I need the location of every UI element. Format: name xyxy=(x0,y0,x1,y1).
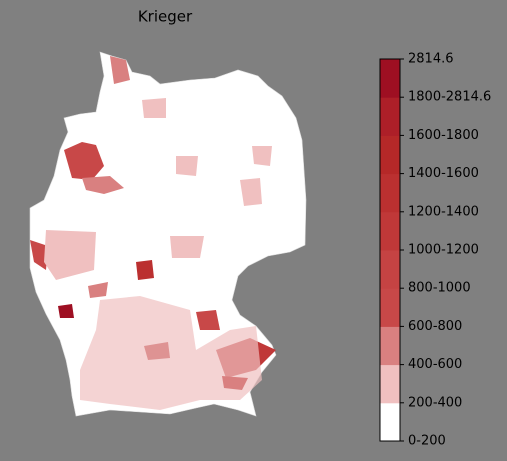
map-title: Krieger xyxy=(138,8,193,26)
colorbar-tick-label: 400-600 xyxy=(408,357,462,372)
district-low xyxy=(170,236,204,258)
district-high xyxy=(30,240,48,270)
colorbar-tick-label: 0-200 xyxy=(408,434,446,449)
district-low xyxy=(252,146,272,166)
colorbar-tick-label: 1000-1200 xyxy=(408,243,479,258)
colorbar-tick-label: 2814.6 xyxy=(408,52,454,67)
colorbar-tick-label: 200-400 xyxy=(408,395,462,410)
colorbar-tick-label: 800-1000 xyxy=(408,281,471,296)
district-low xyxy=(44,230,96,280)
district-high xyxy=(196,310,220,330)
colorbar-tick-label: 1600-1800 xyxy=(408,128,479,143)
colorbar: 0-200 200-400 400-600 600-800 800-1000 1000-1… xyxy=(379,52,491,449)
district-low xyxy=(80,296,262,410)
district-high xyxy=(136,260,154,280)
district-low xyxy=(176,156,198,176)
colorbar-segment xyxy=(380,326,400,366)
colorbar-segment xyxy=(380,288,400,327)
colorbar-tick-label: 600-800 xyxy=(408,319,462,334)
colorbar-segment xyxy=(380,364,400,404)
colorbar-segment xyxy=(380,250,400,289)
district-mid xyxy=(110,56,130,84)
colorbar-tick-label: 1800-2814.6 xyxy=(408,90,491,105)
district-low xyxy=(240,178,262,206)
germany-map xyxy=(29,51,307,417)
colorbar-segment xyxy=(380,173,400,213)
colorbar-segment xyxy=(380,97,400,136)
district-mid xyxy=(222,376,248,390)
colorbar-tick-label: 1400-1600 xyxy=(408,166,479,181)
district-mid xyxy=(82,176,124,194)
colorbar-tick-label: 1200-1400 xyxy=(408,204,479,219)
district-high xyxy=(64,142,104,180)
district-mid xyxy=(88,282,108,298)
colorbar-segment xyxy=(380,211,400,251)
colorbar-segment xyxy=(380,135,400,175)
district-top xyxy=(58,304,74,318)
colorbar-segment xyxy=(380,402,400,442)
colorbar-segment xyxy=(380,59,400,98)
district-low xyxy=(142,98,166,118)
